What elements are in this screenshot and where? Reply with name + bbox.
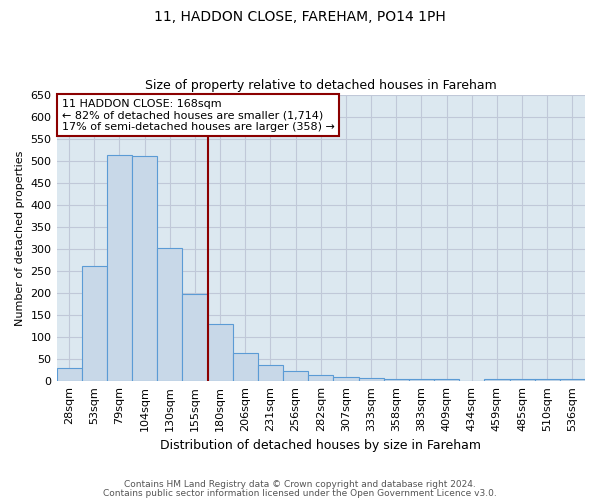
Bar: [535, 379, 560, 381]
Bar: [132, 156, 157, 381]
Bar: [157, 248, 182, 381]
Text: Contains HM Land Registry data © Crown copyright and database right 2024.: Contains HM Land Registry data © Crown c…: [124, 480, 476, 489]
Bar: [383, 379, 409, 381]
Y-axis label: Number of detached properties: Number of detached properties: [15, 150, 25, 326]
Bar: [208, 324, 233, 381]
Text: 11, HADDON CLOSE, FAREHAM, PO14 1PH: 11, HADDON CLOSE, FAREHAM, PO14 1PH: [154, 10, 446, 24]
Bar: [56, 368, 82, 381]
Bar: [258, 365, 283, 381]
Bar: [334, 377, 359, 381]
Bar: [182, 294, 208, 381]
Bar: [484, 379, 509, 381]
Bar: [82, 266, 107, 381]
Bar: [359, 378, 383, 381]
Bar: [233, 352, 258, 381]
Bar: [409, 380, 434, 381]
Title: Size of property relative to detached houses in Fareham: Size of property relative to detached ho…: [145, 79, 497, 92]
Bar: [107, 156, 132, 381]
Bar: [509, 380, 535, 381]
Bar: [308, 374, 334, 381]
Text: Contains public sector information licensed under the Open Government Licence v3: Contains public sector information licen…: [103, 490, 497, 498]
Bar: [434, 379, 459, 381]
X-axis label: Distribution of detached houses by size in Fareham: Distribution of detached houses by size …: [160, 440, 481, 452]
Bar: [283, 372, 308, 381]
Bar: [560, 379, 585, 381]
Text: 11 HADDON CLOSE: 168sqm
← 82% of detached houses are smaller (1,714)
17% of semi: 11 HADDON CLOSE: 168sqm ← 82% of detache…: [62, 99, 335, 132]
